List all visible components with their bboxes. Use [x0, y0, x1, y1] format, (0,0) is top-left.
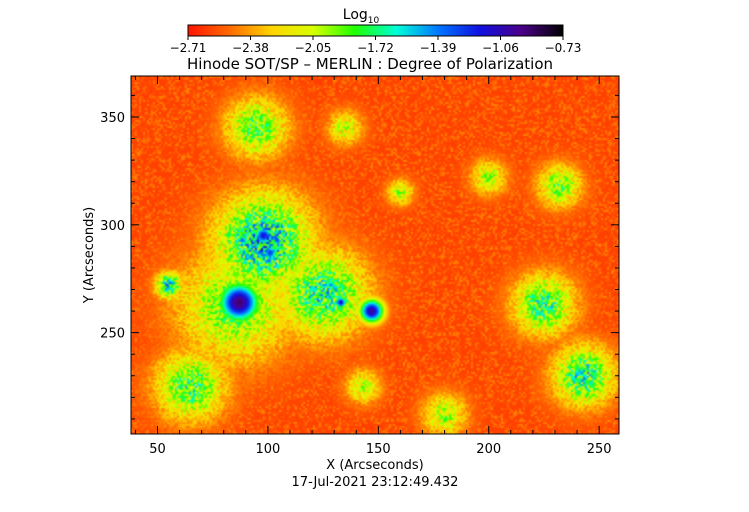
colorbar-tick-label: −1.39	[420, 41, 457, 55]
y-tick-label: 350	[100, 111, 125, 126]
timestamp: 17-Jul-2021 23:12:49.432	[292, 475, 459, 490]
x-tick-label: 50	[149, 442, 166, 457]
colorbar: −2.71 −2.38 −2.05 −1.72 −1.39 −1.06 −0.73	[170, 24, 582, 55]
plot-area: 50 100 150 200 250 250 300 350	[100, 75, 620, 457]
x-tick-label: 200	[476, 442, 501, 457]
colorbar-ticks: −2.71 −2.38 −2.05 −1.72 −1.39 −1.06 −0.73	[170, 36, 582, 55]
colorbar-tick-label: −2.05	[295, 41, 332, 55]
chart-title: Hinode SOT/SP – MERLIN : Degree of Polar…	[187, 55, 553, 73]
colorbar-label-sub: 10	[368, 16, 380, 26]
plot-frame	[130, 75, 620, 435]
heatmap-image	[131, 76, 619, 434]
y-tick-label: 300	[100, 219, 125, 234]
x-axis-label: X (Arcseconds)	[326, 458, 423, 473]
x-tick-label: 150	[366, 442, 391, 457]
y-axis-label: Y (Arcseconds)	[82, 207, 97, 304]
colorbar-tick-label: −2.38	[232, 41, 269, 55]
colorbar-tick-label: −1.72	[357, 41, 394, 55]
x-tick-label: 100	[255, 442, 280, 457]
colorbar-gradient	[187, 24, 564, 37]
x-tick-label: 250	[587, 442, 612, 457]
y-tick-label: 250	[100, 327, 125, 342]
colorbar-tick-label: −0.73	[545, 41, 582, 55]
axis-ticks: 50 100 150 200 250 250 300 350	[100, 76, 619, 457]
colorbar-tick-label: −1.06	[482, 41, 519, 55]
colorbar-tick-label: −2.71	[170, 41, 207, 55]
colorbar-label: Log10	[343, 7, 380, 26]
colorbar-label-base: Log	[343, 7, 368, 23]
